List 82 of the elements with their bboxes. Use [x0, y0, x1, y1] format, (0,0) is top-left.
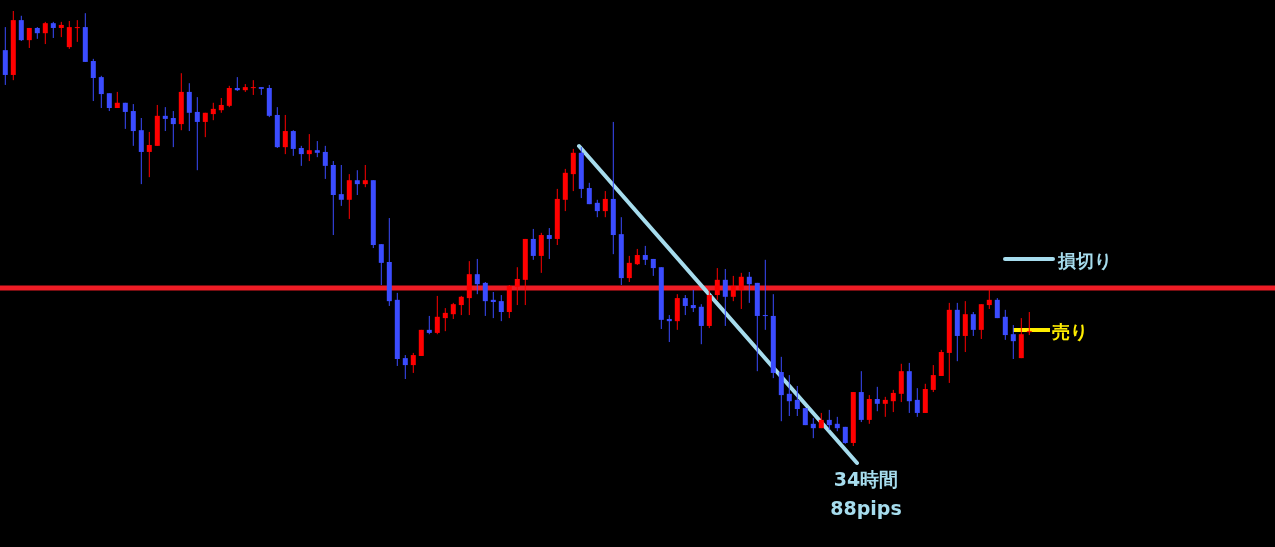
- candlestick: [66, 20, 72, 50]
- candlestick: [354, 169, 360, 196]
- candlestick: [874, 386, 880, 412]
- candlestick: [866, 394, 872, 425]
- text: 88pips: [830, 497, 902, 519]
- candlestick: [786, 374, 792, 417]
- candlestick: [826, 409, 832, 431]
- candlestick: [490, 291, 496, 319]
- candlestick: [690, 289, 696, 313]
- candlestick: [290, 129, 296, 157]
- candlestick: [282, 114, 288, 155]
- candlestick: [162, 106, 168, 132]
- candlestick: [146, 131, 152, 178]
- candlestick: [122, 102, 128, 130]
- candlestick: [642, 245, 648, 266]
- candlestick: [170, 110, 176, 148]
- candlestick: [714, 267, 720, 301]
- candlestick: [426, 315, 432, 335]
- candlestick: [1010, 324, 1016, 360]
- candlestick: [138, 117, 144, 185]
- candlestick: [986, 289, 992, 310]
- candlestick: [730, 275, 736, 302]
- candlestick: [90, 58, 96, 102]
- candlestick: [298, 145, 304, 167]
- candlestick: [810, 417, 816, 439]
- candlestick: [322, 145, 328, 180]
- candlestick: [458, 295, 464, 316]
- candlestick: [202, 112, 208, 138]
- candlestick: [962, 300, 968, 353]
- candlestick: [1018, 317, 1024, 359]
- candlestick: [74, 19, 80, 43]
- candlestick: [698, 303, 704, 345]
- text: 34時間: [833, 468, 899, 490]
- candlestick: [442, 307, 448, 332]
- candlestick: [362, 164, 368, 188]
- candlestick: [346, 173, 352, 220]
- candlestick: [1026, 311, 1032, 336]
- candlestick: [130, 103, 136, 147]
- candlestick: [306, 133, 312, 162]
- candlestick: [682, 294, 688, 316]
- candlestick: [738, 272, 744, 310]
- candlestick: [514, 266, 520, 306]
- candlestick: [794, 385, 800, 417]
- candlestick: [42, 21, 48, 45]
- candlestick: [890, 389, 896, 413]
- candlestick: [914, 387, 920, 418]
- candlestick: [882, 396, 888, 418]
- candlestick: [434, 295, 440, 335]
- candlestick: [98, 75, 104, 109]
- candlestick: [546, 227, 552, 260]
- text: 損切り: [1057, 250, 1112, 271]
- candlestick: [18, 15, 24, 42]
- candlestick: [570, 148, 576, 192]
- candlestick: [378, 243, 384, 286]
- candlestick: [1002, 309, 1008, 341]
- candlestick: [602, 190, 608, 218]
- candlestick: [778, 356, 784, 422]
- candlestick: [930, 364, 936, 393]
- candlestick: [970, 311, 976, 337]
- candlestick: [482, 281, 488, 317]
- candlestick: [194, 96, 200, 171]
- candlestick: [530, 228, 536, 261]
- candlestick: [338, 164, 344, 207]
- candlestick: [674, 293, 680, 331]
- candlestick: [186, 82, 192, 132]
- candlestick: [474, 258, 480, 295]
- candlestick: [626, 255, 632, 283]
- candlestick: [938, 349, 944, 377]
- candlestick: [410, 352, 416, 374]
- candlestick: [498, 294, 504, 322]
- candlestick: [762, 259, 768, 331]
- candlestick: [666, 314, 672, 343]
- candlestick: [746, 271, 752, 304]
- candlestick: [250, 79, 256, 96]
- candlestick: [898, 363, 904, 403]
- candlestick: [466, 260, 472, 316]
- candlestick: [538, 232, 544, 274]
- candlestick: [922, 383, 928, 414]
- candlestick: [226, 85, 232, 108]
- candlestick: [722, 268, 728, 327]
- candlestick: [402, 354, 408, 380]
- text: 売り: [1052, 321, 1088, 342]
